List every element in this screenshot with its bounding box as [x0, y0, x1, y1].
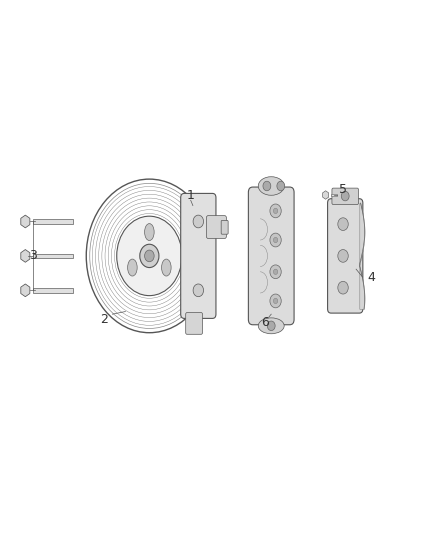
FancyBboxPatch shape — [221, 221, 228, 234]
Circle shape — [277, 181, 285, 191]
Circle shape — [270, 233, 281, 247]
Circle shape — [140, 244, 159, 268]
FancyBboxPatch shape — [331, 193, 336, 196]
FancyBboxPatch shape — [206, 216, 226, 238]
Polygon shape — [21, 284, 30, 297]
Circle shape — [338, 218, 348, 230]
Circle shape — [273, 298, 278, 304]
Circle shape — [273, 269, 278, 274]
Circle shape — [341, 191, 349, 201]
FancyBboxPatch shape — [332, 188, 358, 205]
FancyBboxPatch shape — [248, 187, 294, 325]
Text: 3: 3 — [29, 249, 37, 262]
Circle shape — [193, 284, 204, 297]
FancyBboxPatch shape — [328, 199, 363, 313]
FancyBboxPatch shape — [33, 254, 73, 259]
Ellipse shape — [258, 318, 284, 334]
Circle shape — [338, 281, 348, 294]
Ellipse shape — [127, 259, 137, 276]
Text: 1: 1 — [187, 189, 194, 201]
Circle shape — [273, 208, 278, 214]
Polygon shape — [21, 249, 30, 262]
Circle shape — [270, 204, 281, 218]
FancyBboxPatch shape — [181, 193, 216, 318]
Circle shape — [267, 321, 275, 330]
Ellipse shape — [162, 259, 171, 276]
Circle shape — [270, 265, 281, 279]
Circle shape — [117, 216, 182, 296]
Circle shape — [270, 294, 281, 308]
FancyBboxPatch shape — [33, 288, 73, 293]
Circle shape — [273, 237, 278, 243]
Circle shape — [145, 250, 154, 262]
Polygon shape — [323, 191, 328, 199]
Polygon shape — [21, 215, 30, 228]
Circle shape — [263, 181, 271, 191]
Text: 6: 6 — [261, 316, 268, 329]
Circle shape — [338, 249, 348, 262]
FancyBboxPatch shape — [186, 312, 202, 334]
Text: 5: 5 — [339, 183, 347, 196]
Ellipse shape — [145, 224, 154, 240]
Text: 4: 4 — [367, 271, 375, 284]
FancyBboxPatch shape — [33, 219, 73, 224]
Ellipse shape — [258, 177, 284, 195]
Text: 2: 2 — [100, 313, 108, 326]
Circle shape — [193, 215, 204, 228]
